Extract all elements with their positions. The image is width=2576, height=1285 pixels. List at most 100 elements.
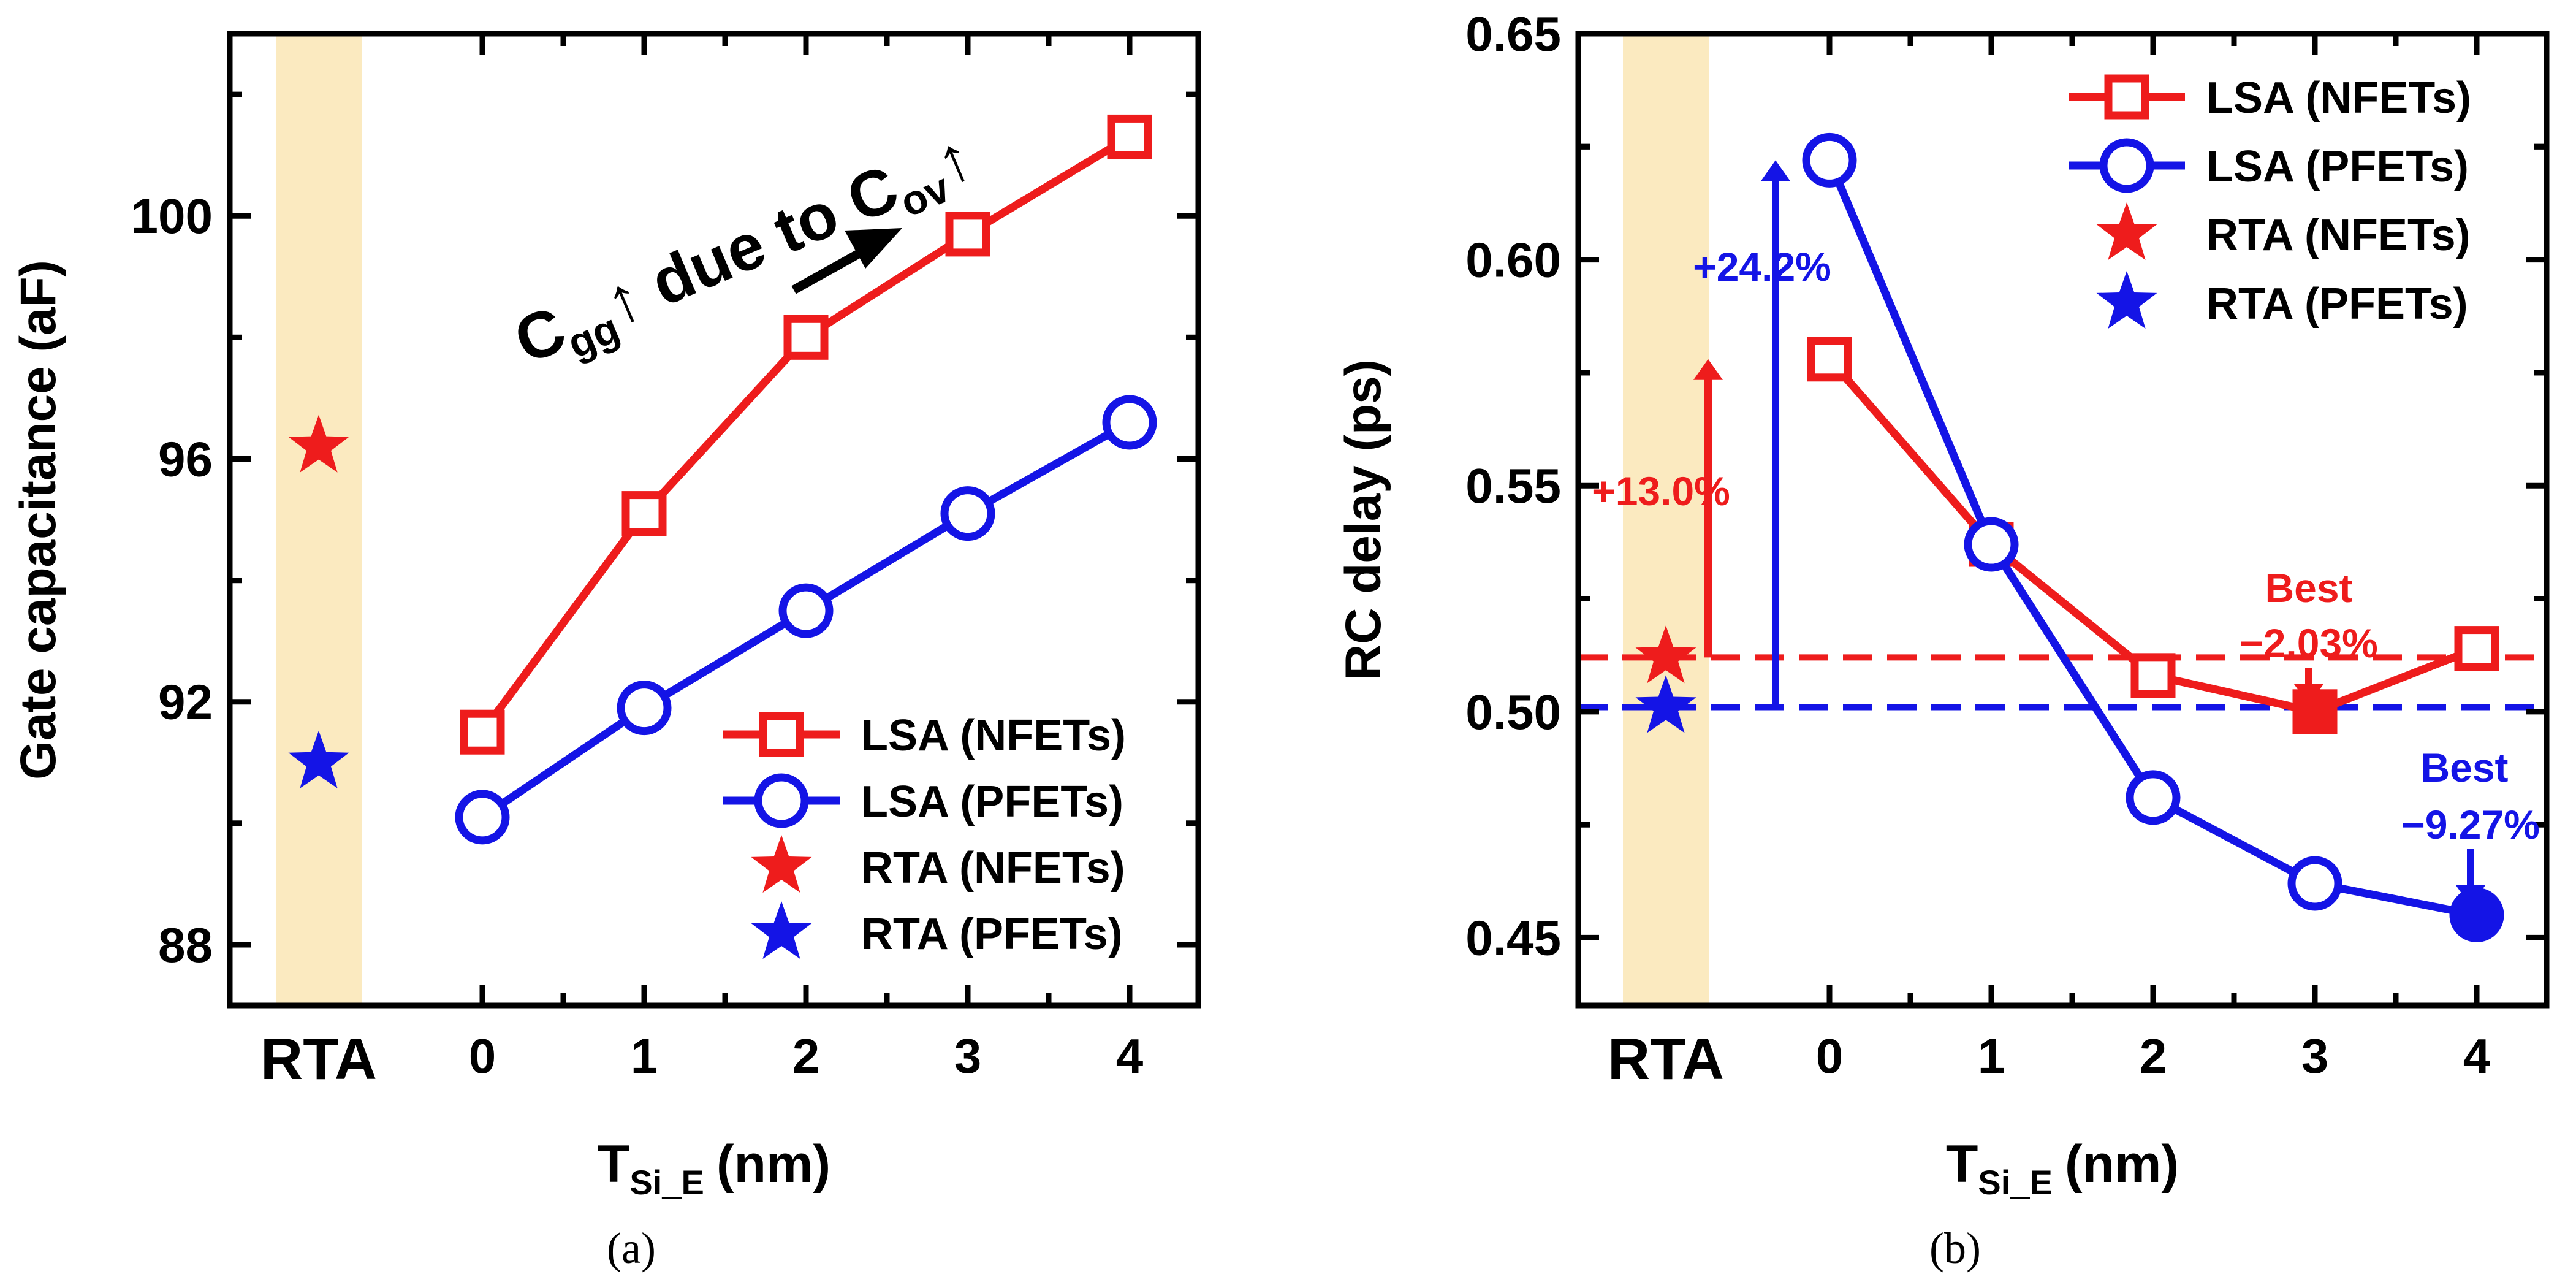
legend-label: RTA (PFETs) bbox=[2206, 280, 2468, 329]
legend-star-icon bbox=[2096, 271, 2157, 329]
y-tick-label: 100 bbox=[131, 189, 213, 243]
data-point-lsa-nfets-4 bbox=[2454, 626, 2499, 671]
panel-b-x-axis-label: TSi_E (nm) bbox=[1946, 1135, 2179, 1202]
panel-a-caption: (a) bbox=[607, 1224, 656, 1273]
legend-item: RTA (PFETs) bbox=[751, 901, 1123, 959]
x-label-unit: (nm) bbox=[2065, 1135, 2179, 1194]
legend-item: LSA (NFETs) bbox=[723, 711, 1126, 760]
y-tick-label: 0.55 bbox=[1465, 459, 1561, 513]
data-point-lsa-pfets-0 bbox=[1802, 132, 1857, 188]
data-point-lsa-pfets-0 bbox=[455, 790, 510, 845]
legend-circle-icon bbox=[2099, 138, 2154, 193]
x-tick-label: 0 bbox=[469, 1029, 496, 1083]
legend-star-icon bbox=[2096, 202, 2157, 261]
arrow-head-icon bbox=[2294, 684, 2323, 705]
data-point-lsa-pfets-2 bbox=[2126, 770, 2181, 825]
trend-arrow-icon bbox=[791, 228, 902, 294]
x-tick-label: 0 bbox=[1816, 1029, 1844, 1083]
pfet-increase-arrow bbox=[1761, 160, 1790, 707]
legend-label: LSA (NFETs) bbox=[2206, 74, 2471, 123]
pfet-best-arrow bbox=[2456, 849, 2485, 906]
panel-b-ticks: 0.45 0.50 0.55 0.60 0.65 RTA 0 1 2 3 4 bbox=[1465, 7, 2547, 1092]
x-label-main: T bbox=[598, 1135, 630, 1194]
cgg-trend-annotation: Cgg↑ due to Cov↑ bbox=[504, 120, 987, 386]
legend-label: RTA (PFETs) bbox=[861, 910, 1123, 959]
nfet-best-title: Best bbox=[2265, 565, 2352, 611]
x-tick-label: 4 bbox=[2463, 1029, 2491, 1083]
nfet-increase-arrow bbox=[1693, 359, 1723, 658]
legend-item: LSA (PFETs) bbox=[723, 773, 1123, 828]
legend-item: LSA (PFETs) bbox=[2069, 138, 2469, 193]
panel-a-x-axis-label: TSi_E (nm) bbox=[598, 1135, 830, 1202]
panel-b-rc-delay-chart: 0.45 0.50 0.55 0.60 0.65 RTA 0 1 2 3 4 RC delay (p… bbox=[1335, 7, 2550, 1273]
data-point-lsa-nfets-3 bbox=[945, 212, 990, 257]
legend-item: LSA (NFETs) bbox=[2069, 74, 2471, 123]
data-point-lsa-nfets-2 bbox=[783, 315, 829, 360]
x-tick-label: 1 bbox=[1978, 1029, 2005, 1083]
x-tick-label: 4 bbox=[1116, 1029, 1144, 1083]
legend-label: LSA (NFETs) bbox=[861, 711, 1126, 760]
panel-a-plot-layer bbox=[276, 34, 1157, 1005]
legend-star-icon bbox=[751, 835, 812, 893]
panel-a-legend: LSA (NFETs) LSA (PFETs) RTA (NFETs) RTA (PF… bbox=[723, 711, 1126, 959]
x-label-main: T bbox=[1946, 1135, 1978, 1194]
x-tick-label: 1 bbox=[631, 1029, 658, 1083]
y-tick-label: 0.45 bbox=[1465, 910, 1561, 965]
panel-b-legend: LSA (NFETs) LSA (PFETs) RTA (NFETs) RTA (PF… bbox=[2069, 74, 2471, 329]
data-point-lsa-nfets-0 bbox=[1807, 337, 1852, 382]
data-point-lsa-nfets-1 bbox=[621, 491, 667, 536]
panel-b-plot-frame bbox=[1575, 31, 2550, 1009]
legend-item: RTA (PFETs) bbox=[2096, 271, 2468, 329]
legend-label: RTA (NFETs) bbox=[2206, 211, 2471, 260]
data-point-lsa-pfets-3 bbox=[940, 486, 995, 541]
trend-mid: ↑ due to bbox=[595, 170, 865, 340]
arrow-head-icon bbox=[2456, 885, 2485, 906]
y-tick-label: 0.50 bbox=[1465, 685, 1561, 739]
panel-b-caption: (b) bbox=[1929, 1224, 1981, 1273]
data-point-lsa-pfets-3 bbox=[2287, 856, 2342, 911]
panel-a-plot-frame bbox=[227, 31, 1201, 1009]
legend-label: LSA (PFETs) bbox=[2206, 142, 2469, 191]
y-tick-label: 0.60 bbox=[1465, 233, 1561, 288]
panel-b-y-axis-label: RC delay (ps) bbox=[1335, 359, 1391, 681]
x-tick-label: 3 bbox=[2301, 1029, 2329, 1083]
x-tick-label: 2 bbox=[2140, 1029, 2167, 1083]
data-point-lsa-pfets-2 bbox=[778, 583, 834, 638]
nfet-best-value: −2.03% bbox=[2240, 620, 2378, 666]
data-point-rta-pfets-0 bbox=[1635, 675, 1696, 733]
data-point-lsa-nfets-2 bbox=[2130, 653, 2176, 698]
rta-shaded-band bbox=[276, 34, 362, 1005]
x-tick-label: RTA bbox=[260, 1026, 377, 1092]
legend-item: RTA (NFETs) bbox=[2096, 202, 2471, 261]
panel-a-ticks: 88 92 96 100 RTA 0 1 2 3 4 bbox=[131, 34, 1198, 1092]
data-point-rta-nfets-0 bbox=[288, 414, 349, 473]
data-point-lsa-pfets-4 bbox=[1102, 395, 1157, 450]
x-label-unit: (nm) bbox=[716, 1135, 830, 1194]
legend-item: RTA (NFETs) bbox=[751, 835, 1125, 893]
panel-b-annotations: +13.0% +24.2% Best −2.03% Best −9.27% bbox=[1592, 160, 2540, 906]
data-point-lsa-pfets-1 bbox=[1964, 517, 2019, 572]
legend-star-icon bbox=[751, 901, 812, 959]
arrow-head-icon bbox=[1761, 160, 1790, 181]
x-tick-label: RTA bbox=[1608, 1026, 1724, 1092]
nfet-increase-label: +13.0% bbox=[1592, 468, 1730, 514]
x-tick-label: 3 bbox=[954, 1029, 982, 1083]
y-tick-label: 92 bbox=[158, 675, 213, 730]
legend-label: RTA (NFETs) bbox=[861, 844, 1125, 893]
rta-shaded-band bbox=[1623, 34, 1709, 1005]
legend-square-icon bbox=[759, 712, 804, 757]
data-point-lsa-pfets-1 bbox=[617, 681, 672, 736]
pfet-best-title: Best bbox=[2420, 745, 2508, 790]
data-point-rta-pfets-0 bbox=[288, 730, 349, 788]
x-tick-label: 2 bbox=[792, 1029, 820, 1083]
x-label-subscript: Si_E bbox=[1978, 1163, 2052, 1202]
pfet-best-value: −9.27% bbox=[2401, 802, 2540, 847]
data-point-lsa-nfets-0 bbox=[460, 709, 505, 755]
data-point-lsa-pfets-4 bbox=[2449, 888, 2504, 943]
x-label-subscript: Si_E bbox=[629, 1163, 704, 1202]
pfet-increase-label: +24.2% bbox=[1693, 244, 1831, 289]
legend-label: LSA (PFETs) bbox=[861, 777, 1123, 826]
nfet-best-arrow bbox=[2294, 668, 2323, 705]
